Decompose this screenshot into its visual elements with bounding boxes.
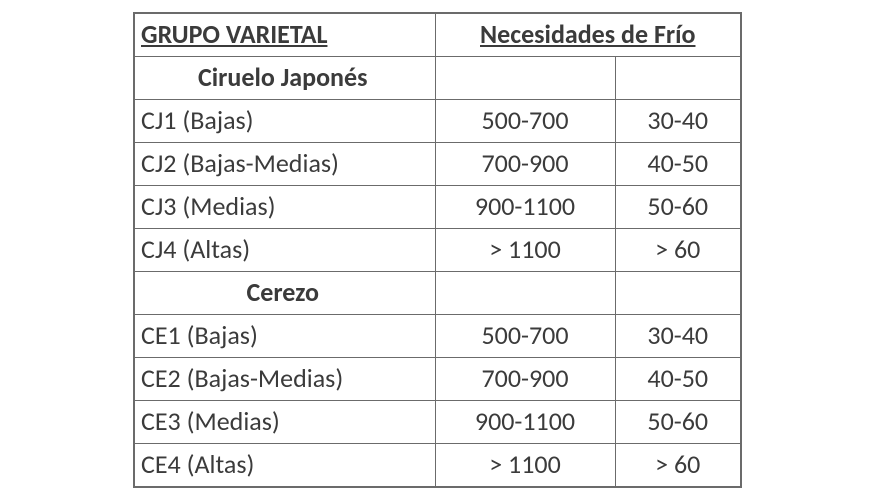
row-value-2: 50-60 [615,401,740,444]
row-value-2: 30-40 [615,315,740,358]
table-row: CJ3 (Medias) 900-1100 50-60 [135,186,740,229]
table-body: Ciruelo Japonés CJ1 (Bajas) 500-700 30-4… [135,57,740,487]
row-value-1: 900-1100 [435,186,615,229]
row-value-2: > 60 [615,229,740,272]
row-label: CJ4 (Altas) [135,229,435,272]
header-group: GRUPO VARIETAL [135,14,435,57]
empty-cell [435,272,615,315]
table-row: CJ2 (Bajas-Medias) 700-900 40-50 [135,143,740,186]
row-value-2: 40-50 [615,358,740,401]
cold-requirements-table: GRUPO VARIETAL Necesidades de Frío Cirue… [135,14,740,486]
section-label: Ciruelo Japonés [135,57,435,100]
section-row: Cerezo [135,272,740,315]
row-value-1: 500-700 [435,315,615,358]
row-label: CE4 (Altas) [135,444,435,487]
row-value-2: 30-40 [615,100,740,143]
header-row: GRUPO VARIETAL Necesidades de Frío [135,14,740,57]
empty-cell [435,57,615,100]
row-value-1: 500-700 [435,100,615,143]
row-value-2: 40-50 [615,143,740,186]
row-label: CJ3 (Medias) [135,186,435,229]
row-value-2: 50-60 [615,186,740,229]
row-label: CJ1 (Bajas) [135,100,435,143]
row-label: CE1 (Bajas) [135,315,435,358]
table-row: CE3 (Medias) 900-1100 50-60 [135,401,740,444]
table-row: CE1 (Bajas) 500-700 30-40 [135,315,740,358]
table-row: CJ4 (Altas) > 1100 > 60 [135,229,740,272]
cold-requirements-table-wrap: GRUPO VARIETAL Necesidades de Frío Cirue… [133,12,742,488]
row-value-2: > 60 [615,444,740,487]
row-label: CE2 (Bajas-Medias) [135,358,435,401]
row-label: CE3 (Medias) [135,401,435,444]
row-value-1: 900-1100 [435,401,615,444]
row-value-1: > 1100 [435,229,615,272]
section-row: Ciruelo Japonés [135,57,740,100]
table-row: CE4 (Altas) > 1100 > 60 [135,444,740,487]
table-row: CE2 (Bajas-Medias) 700-900 40-50 [135,358,740,401]
row-value-1: 700-900 [435,143,615,186]
row-value-1: 700-900 [435,358,615,401]
section-label: Cerezo [135,272,435,315]
row-label: CJ2 (Bajas-Medias) [135,143,435,186]
empty-cell [615,272,740,315]
table-row: CJ1 (Bajas) 500-700 30-40 [135,100,740,143]
row-value-1: > 1100 [435,444,615,487]
header-needs: Necesidades de Frío [435,14,740,57]
empty-cell [615,57,740,100]
